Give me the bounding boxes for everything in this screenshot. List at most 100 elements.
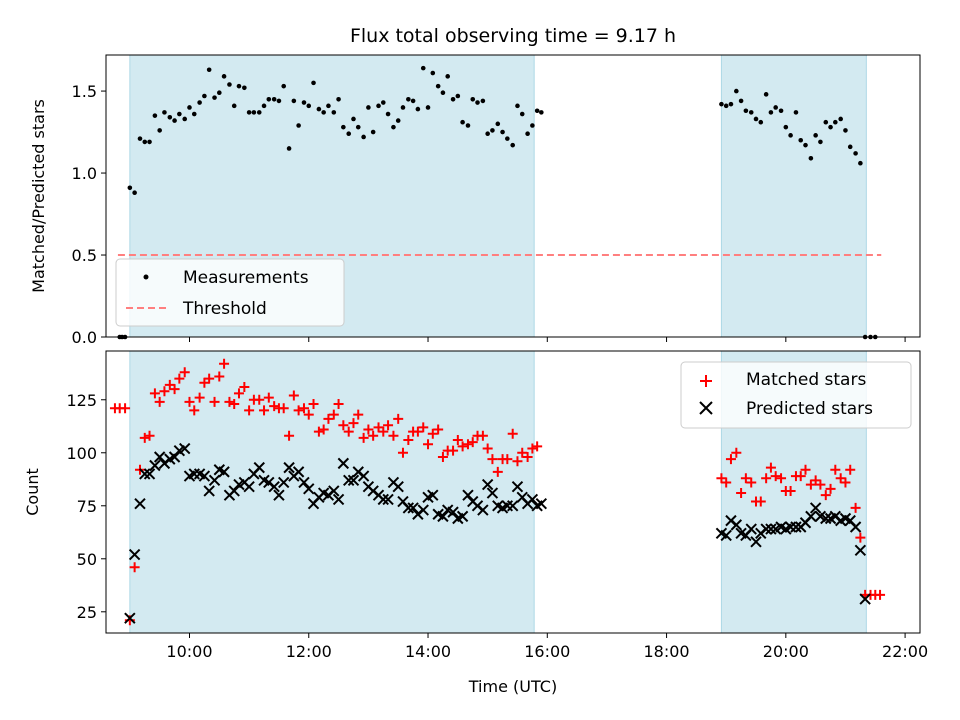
predicted-stars-point <box>720 529 732 542</box>
matched-stars-point <box>815 479 826 490</box>
matched-stars-point <box>368 430 379 441</box>
measurement-point <box>231 103 237 109</box>
predicted-stars-point <box>809 502 822 514</box>
measurement-point <box>177 111 182 117</box>
predicted-stars-point <box>153 451 166 463</box>
ratio-legend-box <box>115 258 345 327</box>
matched-stars-point <box>179 367 190 378</box>
matched-stars-point <box>467 437 478 448</box>
matched-stars-point <box>765 462 776 473</box>
matched-stars-point <box>433 424 444 435</box>
matched-stars-point <box>725 454 736 465</box>
measurement-point <box>127 185 133 191</box>
predicted-stars-point <box>392 480 404 493</box>
count-panel: 25 50 75 100 125 10:00 12:00 14:00 16:00 18:00 20:… <box>23 350 928 661</box>
measurement-point <box>217 90 222 96</box>
matched-stars-point <box>403 435 414 446</box>
predicted-stars-point <box>535 497 548 510</box>
measurement-point <box>734 88 739 94</box>
observing-interval-shade <box>720 54 867 338</box>
matched-stars-point <box>785 485 796 496</box>
measurement-point <box>525 131 530 136</box>
measurement-point <box>137 136 143 141</box>
measurement-point <box>376 103 381 109</box>
predicted-stars-point <box>849 521 862 533</box>
predicted-stars-point <box>179 442 191 455</box>
matched-stars-point <box>313 426 324 437</box>
predicted-stars-point <box>124 612 136 624</box>
predicted-stars-point <box>278 476 290 489</box>
matched-stars-point <box>194 392 205 403</box>
matched-stars-point <box>437 452 448 463</box>
measurement-point <box>221 74 227 79</box>
x-tick-label: 20:00 <box>763 642 809 661</box>
measurement-point <box>355 124 361 130</box>
measurement-point <box>246 110 252 115</box>
predicted-stars-point <box>268 480 280 493</box>
measurement-point <box>242 85 247 91</box>
measurement-point <box>748 110 754 115</box>
matched-stars-point <box>388 430 399 441</box>
predicted-stars-point <box>292 466 305 478</box>
predicted-stars-point <box>481 478 494 491</box>
measurement-point <box>132 190 137 196</box>
measurement-point <box>793 110 799 115</box>
matched-stars-point <box>244 405 255 416</box>
measurement-point <box>798 137 804 143</box>
matched-stars-point <box>845 464 856 475</box>
predicted-stars-point <box>745 523 757 535</box>
matched-stars-point <box>284 430 295 441</box>
measurement-point <box>858 160 863 166</box>
matched-stars-point <box>189 405 200 416</box>
measurement-point <box>530 123 535 128</box>
measurement-point <box>227 82 232 87</box>
predicted-stars-point <box>730 519 743 531</box>
matched-stars-point <box>740 473 751 484</box>
matched-stars-point <box>457 441 468 452</box>
matched-stars-point <box>149 388 160 399</box>
measurement-point <box>261 103 267 109</box>
measurement-point <box>833 119 838 125</box>
measurement-point <box>142 139 148 145</box>
chart-title: Flux total observing time = 9.17 h <box>350 25 676 47</box>
predicted-stars-point <box>511 480 524 493</box>
ratio-panel: 0.0 0.5 1.0 1.5 Matched/Predicted stars Mea… <box>29 54 921 347</box>
measurement-point <box>206 67 212 73</box>
measurement-point <box>157 128 162 133</box>
measurement-point <box>460 119 465 125</box>
measurement-point <box>485 131 490 136</box>
y-tick-label: 75 <box>77 497 97 516</box>
measurement-point <box>395 118 401 123</box>
y-tick-label: 1.0 <box>72 164 97 183</box>
measurement-point <box>465 123 471 128</box>
matched-stars-point <box>308 399 319 410</box>
matched-stars-point <box>259 405 270 416</box>
matched-stars-point <box>293 405 304 416</box>
matched-stars-point <box>229 399 240 410</box>
x-tick-label: 18:00 <box>644 642 690 661</box>
measurement-point <box>361 134 366 140</box>
matched-stars-point <box>278 403 289 414</box>
matched-stars-point <box>427 428 438 439</box>
matched-stars-point <box>184 396 195 407</box>
predicted-stars-point <box>332 493 345 506</box>
measurement-point <box>723 103 729 109</box>
y-tick-label: 50 <box>77 550 97 569</box>
measurement-point <box>823 119 829 125</box>
measurement-point <box>853 151 858 156</box>
measurement-point <box>306 103 312 109</box>
predicted-stars-point <box>859 593 871 605</box>
measurement-point <box>783 124 789 130</box>
measurement-point <box>341 124 346 130</box>
predicted-stars-point <box>382 493 394 506</box>
predicted-stars-point <box>134 497 146 510</box>
measurement-point <box>366 105 371 110</box>
measurement-point <box>256 110 262 115</box>
measurement-point <box>808 155 814 161</box>
matched-stars-point <box>298 403 309 414</box>
predicted-stars-point <box>447 506 459 518</box>
measurement-point <box>311 80 316 86</box>
matched-stars-point <box>830 464 841 475</box>
x-tick-label: 16:00 <box>524 642 570 661</box>
ratio-plot-frame <box>105 54 921 338</box>
